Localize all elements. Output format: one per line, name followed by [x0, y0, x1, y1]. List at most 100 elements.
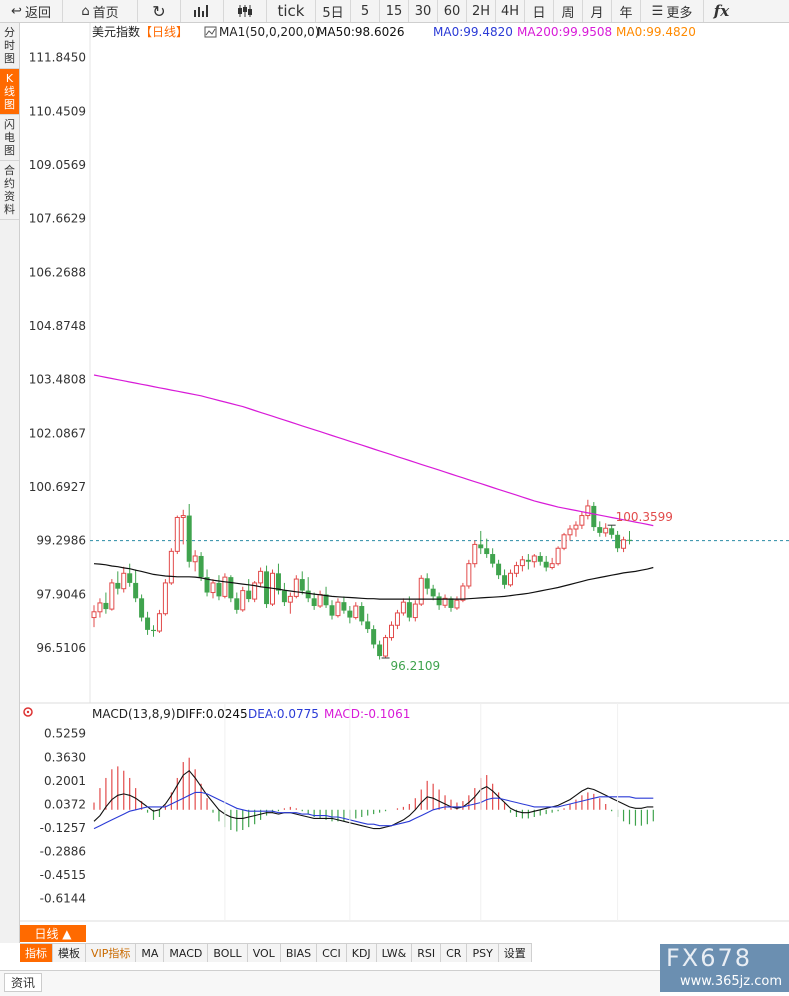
period-4h-button[interactable]: 4H — [496, 0, 525, 22]
macd-legend-dea: DEA:0.0775 — [248, 707, 319, 721]
indicator-tab-2[interactable]: VIP指标 — [86, 944, 137, 962]
candle-body — [525, 559, 531, 562]
legend-ma200: MA200:99.9508 — [517, 25, 612, 39]
indicator-icon-line — [205, 28, 216, 36]
candle-body — [454, 599, 460, 609]
dea-line — [93, 791, 654, 830]
back-button[interactable]: ↩ 返回 — [0, 0, 63, 22]
period-month-button[interactable]: 月 — [583, 0, 612, 22]
candlestick-button[interactable] — [224, 0, 267, 22]
refresh-icon: ↻ — [152, 1, 166, 21]
legend-ma50: MA50:98.6026 — [317, 25, 405, 39]
indicator-tab-12[interactable]: CR — [441, 944, 468, 962]
candle-body — [389, 624, 394, 639]
bar-chart-button[interactable] — [181, 0, 224, 22]
candle-body — [609, 528, 615, 535]
side-tab-char: 电 — [4, 131, 15, 144]
indicator-tab-3[interactable]: MA — [136, 944, 165, 962]
macd-tick-label: -0.6144 — [40, 892, 86, 906]
candle-body — [133, 582, 139, 599]
period-5-button[interactable]: 5 — [351, 0, 380, 22]
legend-period: 【日线】 — [140, 25, 188, 39]
side-tab-2[interactable]: 闪电图 — [0, 115, 19, 161]
macd-tick-label: -0.4515 — [40, 868, 86, 882]
period-day-button[interactable]: 日 — [525, 0, 554, 22]
chart-canvas[interactable]: 美元指数 【日线】 MA1(50,0,200,0) MA50:98.6026 M… — [20, 23, 789, 925]
formula-button[interactable]: fx — [704, 0, 739, 22]
indicator-tab-1[interactable]: 模板 — [53, 944, 86, 962]
indicator-tab-7[interactable]: BIAS — [281, 944, 318, 962]
candle-body — [418, 577, 424, 605]
tick-button[interactable]: tick — [267, 0, 316, 22]
side-tab-3[interactable]: 合约资料 — [0, 161, 19, 220]
side-tab-char: 合 — [4, 164, 15, 177]
macd-legend-diff: DIFF:0.0245 — [176, 707, 248, 721]
diff-line — [93, 769, 654, 830]
min-price-label: 96.2109 — [391, 659, 441, 673]
candle-body — [216, 582, 222, 597]
period-label: 5 — [360, 3, 370, 19]
side-tab-char: 闪 — [4, 118, 15, 131]
indicator-tab-4[interactable]: MACD — [164, 944, 209, 962]
macd-tick-label: 0.2001 — [44, 774, 86, 788]
candle-body — [621, 539, 627, 549]
indicator-tab-8[interactable]: CCI — [317, 944, 347, 962]
ma200-line — [93, 374, 654, 527]
macd-tick-label: -0.2886 — [40, 845, 86, 859]
indicator-tab-5[interactable]: BOLL — [208, 944, 248, 962]
macd-y-axis: 0.5259 0.3630 0.2001 0.0372 -0.1257 -0.2886 -0… — [40, 727, 86, 906]
period-30-button[interactable]: 30 — [409, 0, 438, 22]
period-2h-button[interactable]: 2H — [467, 0, 496, 22]
period-label: 周 — [561, 5, 575, 21]
candle-body — [103, 602, 109, 610]
macd-tick-label: 0.5259 — [44, 727, 86, 741]
candle-body — [490, 554, 496, 564]
candle-body — [234, 598, 240, 610]
candle-body — [91, 611, 97, 619]
news-tab[interactable]: 资讯 — [4, 973, 43, 992]
menu-icon: ☰ — [651, 3, 664, 19]
home-button[interactable]: ⌂ 首页 — [63, 0, 138, 22]
indicator-tab-6[interactable]: VOL — [248, 944, 281, 962]
period-year-button[interactable]: 年 — [612, 0, 641, 22]
refresh-button[interactable]: ↻ — [138, 0, 181, 22]
period-label: 2H — [471, 3, 491, 19]
more-button[interactable]: ☰ 更多 — [641, 0, 704, 22]
candle-body — [323, 594, 329, 606]
price-tick-label: 103.4808 — [29, 373, 86, 387]
indicator-tab-14[interactable]: 设置 — [499, 944, 532, 962]
candle-body — [186, 515, 192, 562]
period-week-button[interactable]: 周 — [554, 0, 583, 22]
indicator-tab-11[interactable]: RSI — [412, 944, 442, 962]
candle-body — [127, 573, 133, 583]
legend-ma1: MA1(50,0,200,0) — [219, 25, 319, 39]
back-label: 返回 — [24, 5, 51, 21]
indicator-tab-13[interactable]: PSY — [467, 944, 499, 962]
indicator-icon[interactable] — [204, 26, 217, 38]
price-tick-label: 109.0569 — [29, 158, 86, 172]
candle-body — [424, 578, 430, 589]
macd-settings-icon[interactable] — [23, 707, 33, 717]
period-60-button[interactable]: 60 — [438, 0, 467, 22]
indicator-tab-9[interactable]: KDJ — [347, 944, 377, 962]
side-tab-char: 图 — [4, 144, 15, 157]
candle-body — [377, 644, 383, 657]
period-15-button[interactable]: 15 — [380, 0, 409, 22]
candle-body — [442, 597, 448, 606]
five-day-button[interactable]: 5日 — [316, 0, 351, 22]
price-tick-label: 111.8450 — [29, 51, 86, 65]
candle-body — [121, 572, 127, 590]
tick-label: tick — [277, 2, 305, 20]
candle-body — [174, 516, 180, 552]
home-label: 首页 — [92, 5, 119, 21]
indicator-tab-0[interactable]: 指标 — [20, 944, 53, 962]
indicator-tab-10[interactable]: LW& — [377, 944, 413, 962]
formula-icon: fx — [713, 2, 730, 20]
candle-body — [448, 598, 454, 608]
period-selector[interactable]: 日线 ▲ — [20, 925, 86, 942]
candle-body — [430, 588, 436, 597]
candle-body — [329, 605, 335, 616]
period-label: 60 — [443, 3, 461, 19]
side-tab-0[interactable]: 分时图 — [0, 23, 19, 69]
